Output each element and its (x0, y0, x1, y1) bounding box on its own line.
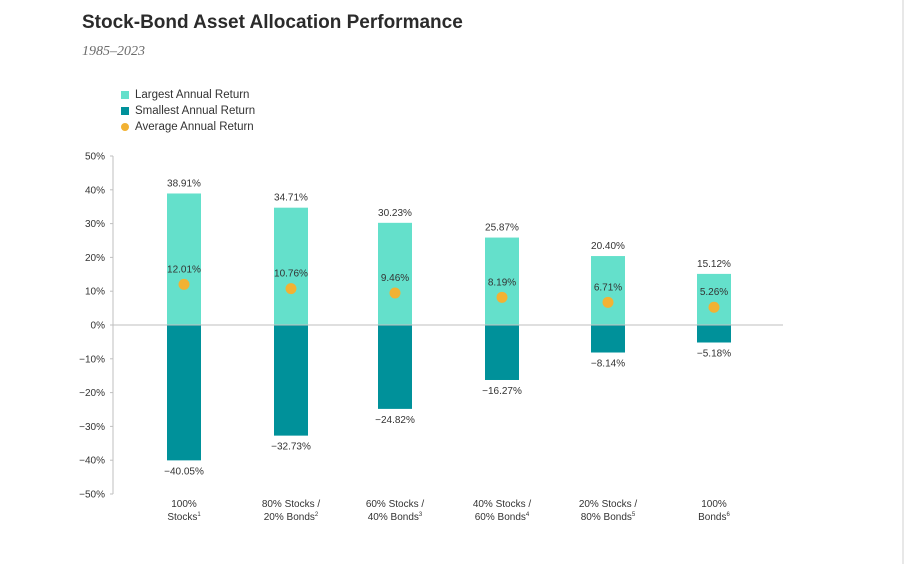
chart-subtitle: 1985–2023 (82, 44, 145, 59)
bar-smallest (274, 325, 308, 436)
legend-label-average: Average Annual Return (135, 121, 254, 133)
x-tick-label-line2: Bonds6 (698, 512, 730, 523)
avg-label: 5.26% (700, 287, 728, 298)
y-tick-label: 30% (85, 219, 105, 230)
legend-swatch-smallest (121, 107, 129, 115)
x-tick-label-line2: Stocks1 (167, 512, 201, 523)
x-tick-label-line2: 40% Bonds3 (368, 512, 423, 523)
legend-label-largest: Largest Annual Return (135, 89, 250, 101)
x-tick-label-line1: 60% Stocks / (366, 499, 425, 510)
x-tick-label-line1: 100% (171, 499, 197, 510)
y-tick-label: 10% (85, 287, 105, 298)
y-tick-label: −40% (79, 456, 105, 467)
bar-label-smallest: −24.82% (375, 415, 415, 426)
avg-label: 9.46% (381, 273, 409, 284)
x-tick-label-line1: 100% (701, 499, 727, 510)
legend: Largest Annual Return Smallest Annual Re… (121, 87, 255, 135)
x-tick-label-line2: 60% Bonds4 (475, 512, 530, 523)
bar-largest (697, 273, 731, 325)
bar-smallest (697, 325, 731, 343)
x-tick-label-line1: 40% Stocks / (473, 499, 532, 510)
avg-label: 6.71% (594, 282, 622, 293)
legend-label-smallest: Smallest Annual Return (135, 105, 256, 117)
y-tick-label: −30% (79, 422, 105, 433)
bar-smallest (591, 325, 625, 353)
bar-label-smallest: −16.27% (482, 386, 522, 397)
avg-point (389, 287, 401, 299)
y-tick-label: −50% (79, 490, 105, 501)
legend-swatch-largest (121, 91, 129, 99)
legend-item-largest: Largest Annual Return (121, 87, 255, 103)
avg-point (285, 283, 297, 295)
bar-label-smallest: −8.14% (591, 359, 625, 370)
avg-label: 8.19% (488, 277, 516, 288)
y-tick-label: 50% (85, 152, 105, 163)
bar-smallest (167, 325, 201, 461)
page-edge (902, 0, 904, 564)
y-tick-label: 0% (91, 321, 106, 332)
avg-label: 10.76% (274, 269, 308, 280)
bar-largest (167, 193, 201, 325)
bar-smallest (485, 325, 519, 380)
y-tick-label: −10% (79, 354, 105, 365)
legend-swatch-average (121, 123, 129, 131)
y-tick-label: 20% (85, 253, 105, 264)
bar-label-smallest: −32.73% (271, 442, 311, 453)
x-tick-label-line1: 80% Stocks / (262, 499, 321, 510)
x-tick-label-line2: 80% Bonds5 (581, 512, 636, 523)
bar-label-largest: 30.23% (378, 208, 412, 219)
avg-point (708, 301, 720, 313)
avg-point (602, 296, 614, 308)
bar-largest (591, 256, 625, 325)
bar-label-smallest: −5.18% (697, 349, 731, 360)
bar-largest (378, 222, 412, 325)
avg-label: 12.01% (167, 264, 201, 275)
x-tick-label-line2: 20% Bonds2 (264, 512, 319, 523)
legend-item-average: Average Annual Return (121, 119, 255, 135)
x-tick-label-line1: 20% Stocks / (579, 499, 638, 510)
bar-label-largest: 25.87% (485, 223, 519, 234)
avg-point (496, 291, 508, 303)
y-tick-label: 40% (85, 185, 105, 196)
legend-item-smallest: Smallest Annual Return (121, 103, 255, 119)
bar-largest (274, 207, 308, 325)
bar-label-smallest: −40.05% (164, 466, 204, 477)
bar-label-largest: 15.12% (697, 259, 731, 270)
y-tick-label: −20% (79, 388, 105, 399)
bar-smallest (378, 325, 412, 409)
bar-label-largest: 34.71% (274, 193, 308, 204)
bar-label-largest: 20.40% (591, 241, 625, 252)
chart-title: Stock-Bond Asset Allocation Performance (82, 12, 463, 33)
bar-label-largest: 38.91% (167, 178, 201, 189)
bar-largest (485, 237, 519, 325)
avg-point (178, 278, 190, 290)
